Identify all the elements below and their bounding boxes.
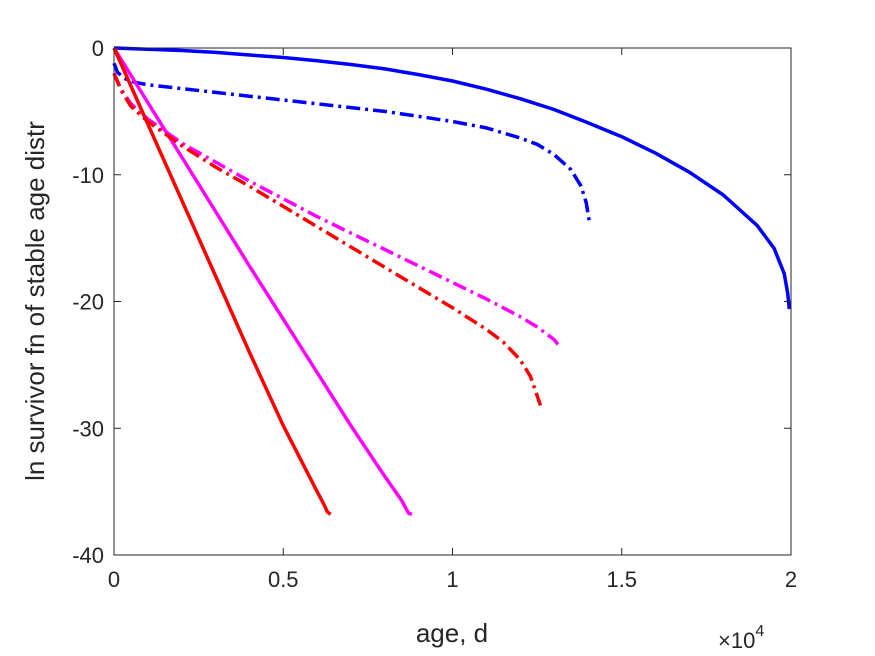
plot-area (114, 48, 791, 555)
x-ticks: 0 0.5 1 1.5 2 (108, 48, 797, 592)
x-tick-label: 2 (785, 567, 797, 592)
x-tick-label: 1.5 (606, 567, 637, 592)
y-tick-label: -20 (72, 290, 104, 315)
x-tick-label: 0.5 (268, 567, 299, 592)
series-line-3 (112, 47, 413, 517)
x-axis-multiplier-exponent: 4 (755, 623, 764, 640)
y-tick-label: -30 (72, 416, 104, 441)
series-line-2 (112, 62, 592, 224)
y-tick-label: -10 (72, 163, 104, 188)
series-line-1 (113, 46, 792, 310)
x-axis-multiplier-base: ×10 (718, 628, 755, 653)
x-tick-label: 1 (446, 567, 458, 592)
series-line-4 (112, 72, 561, 347)
series-line-6 (112, 72, 543, 406)
y-axis-label: ln survivor fn of stable age distr (20, 121, 50, 481)
series-line-5 (112, 47, 332, 516)
x-axis-multiplier: ×104 (718, 623, 764, 653)
y-ticks: 0 -10 -20 -30 -40 (72, 36, 791, 568)
y-tick-label: 0 (92, 36, 104, 61)
series-layer (112, 46, 792, 517)
y-tick-label: -40 (72, 543, 104, 568)
x-axis-label: age, d (416, 618, 488, 648)
x-tick-label: 0 (108, 567, 120, 592)
